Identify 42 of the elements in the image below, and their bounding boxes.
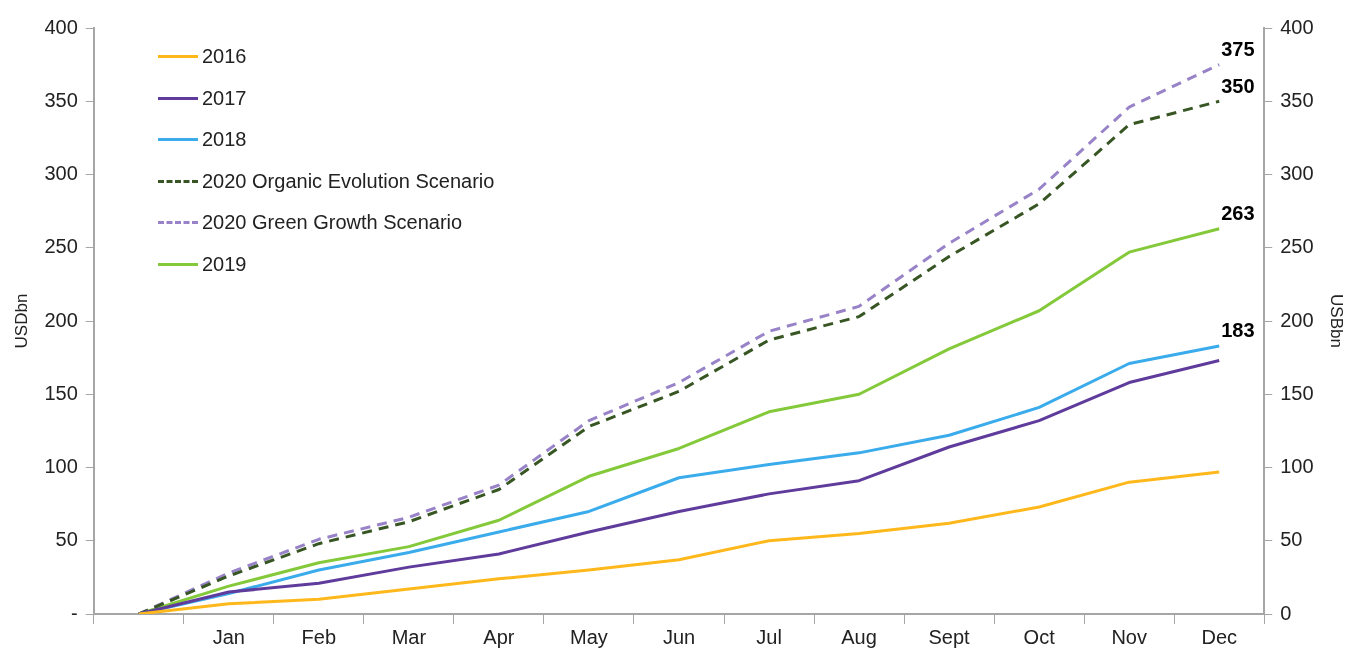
x-tick-label: Oct <box>1023 625 1056 648</box>
y-tick-label: 50 <box>55 528 78 551</box>
x-tick-label: Dec <box>1201 625 1237 648</box>
x-tick-label: Nov <box>1111 625 1147 648</box>
data-label: 375 <box>1221 38 1255 61</box>
y-tick-label: 350 <box>44 88 78 111</box>
y2-tick-label: 400 <box>1280 15 1314 38</box>
data-label: 350 <box>1221 74 1255 97</box>
legend-label: 2019 <box>202 252 247 276</box>
y-axis-title: USDbn <box>11 293 31 349</box>
x-tick-label: Mar <box>391 625 427 648</box>
data-label: 263 <box>1221 202 1255 225</box>
x-tick-label: Apr <box>483 625 515 648</box>
y2-tick-label: 0 <box>1280 601 1292 624</box>
y-tick-label: 250 <box>44 235 78 258</box>
legend-label: 2017 <box>202 86 247 110</box>
y2-tick-label: 150 <box>1280 381 1314 404</box>
y-tick-label: 400 <box>44 15 78 38</box>
y2-tick-label: 300 <box>1280 162 1314 185</box>
x-tick-label: Feb <box>301 625 337 648</box>
legend-label: 2016 <box>202 45 247 69</box>
x-tick-label: Aug <box>841 625 877 648</box>
y2-tick-label: 250 <box>1280 235 1314 258</box>
x-tick-label: Jun <box>662 625 696 648</box>
x-tick-label: May <box>570 625 608 648</box>
y2-tick-label: 100 <box>1280 455 1314 478</box>
y2-tick-label: 200 <box>1280 308 1314 331</box>
y-tick-label: 300 <box>44 162 78 185</box>
x-tick-label: Sept <box>928 625 971 648</box>
legend-label: 2020 Organic Evolution Scenario <box>202 169 495 193</box>
y2-tick-label: 50 <box>1280 528 1303 551</box>
legend-label: 2020 Green Growth Scenario <box>202 211 463 235</box>
y2-axis-title: USBbn <box>1327 294 1347 348</box>
data-label: 183 <box>1221 319 1255 342</box>
y-tick-label: 200 <box>44 308 78 331</box>
y-tick-label: - <box>71 601 78 624</box>
x-tick-label: Jan <box>212 625 245 648</box>
y2-tick-label: 350 <box>1280 88 1314 111</box>
y-tick-label: 150 <box>44 381 78 404</box>
legend-label: 2018 <box>202 128 247 152</box>
x-tick-label: Jul <box>756 625 782 648</box>
y-tick-label: 100 <box>44 455 78 478</box>
